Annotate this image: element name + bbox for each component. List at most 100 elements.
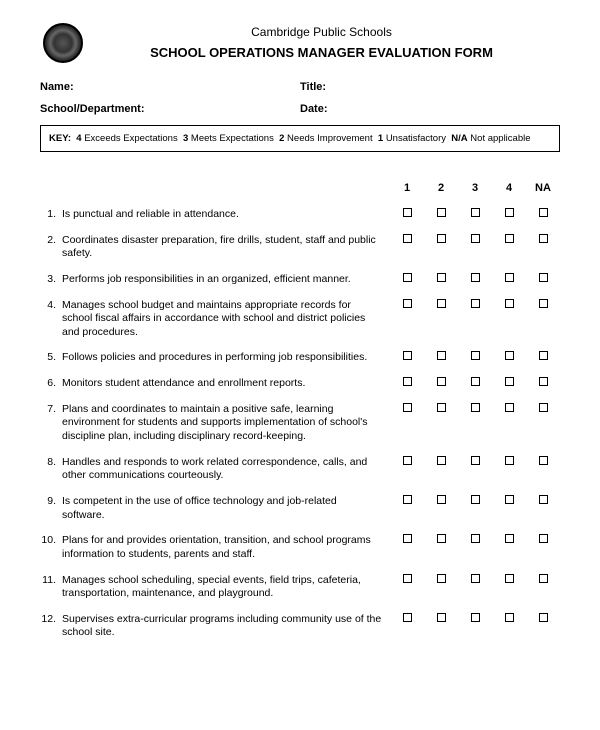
checkbox-cell <box>458 202 492 228</box>
checkbox[interactable] <box>539 495 548 504</box>
checkbox[interactable] <box>437 574 446 583</box>
key-label: KEY: <box>49 133 71 144</box>
checkbox[interactable] <box>403 534 412 543</box>
col-na: NA <box>526 178 560 202</box>
checkbox[interactable] <box>403 456 412 465</box>
checkbox-cell <box>458 293 492 346</box>
checkbox[interactable] <box>539 456 548 465</box>
checkbox[interactable] <box>505 208 514 217</box>
checkbox[interactable] <box>437 613 446 622</box>
checkbox[interactable] <box>437 456 446 465</box>
checkbox[interactable] <box>403 234 412 243</box>
checkbox-cell <box>424 293 458 346</box>
checkbox[interactable] <box>505 534 514 543</box>
item-text: Handles and responds to work related cor… <box>60 450 390 489</box>
checkbox-cell <box>492 228 526 267</box>
checkbox-cell <box>424 202 458 228</box>
checkbox[interactable] <box>471 273 480 282</box>
checkbox[interactable] <box>437 403 446 412</box>
col-2: 2 <box>424 178 458 202</box>
table-row: 3.Performs job responsibilities in an or… <box>40 267 560 293</box>
checkbox-cell <box>390 371 424 397</box>
evaluation-table: 1 2 3 4 NA 1.Is punctual and reliable in… <box>40 178 560 646</box>
checkbox[interactable] <box>505 351 514 360</box>
checkbox[interactable] <box>471 299 480 308</box>
checkbox-cell <box>390 202 424 228</box>
checkbox[interactable] <box>403 377 412 386</box>
checkbox[interactable] <box>471 456 480 465</box>
checkbox-cell <box>424 568 458 607</box>
checkbox[interactable] <box>505 613 514 622</box>
key-2-text: Needs Improvement <box>287 133 373 144</box>
checkbox-cell <box>390 450 424 489</box>
form-fields: Name: Title: School/Department: Date: <box>40 81 560 115</box>
checkbox[interactable] <box>403 351 412 360</box>
checkbox-cell <box>458 228 492 267</box>
checkbox[interactable] <box>471 495 480 504</box>
checkbox[interactable] <box>539 574 548 583</box>
checkbox[interactable] <box>505 273 514 282</box>
checkbox[interactable] <box>437 234 446 243</box>
item-text: Is punctual and reliable in attendance. <box>60 202 390 228</box>
item-number: 6. <box>40 371 60 397</box>
checkbox[interactable] <box>471 208 480 217</box>
checkbox[interactable] <box>505 495 514 504</box>
checkbox[interactable] <box>437 299 446 308</box>
checkbox[interactable] <box>471 351 480 360</box>
col-4: 4 <box>492 178 526 202</box>
name-label: Name: <box>40 81 300 93</box>
checkbox[interactable] <box>539 534 548 543</box>
checkbox[interactable] <box>505 234 514 243</box>
key-4: 4 <box>76 133 81 144</box>
checkbox-cell <box>390 489 424 528</box>
checkbox[interactable] <box>539 273 548 282</box>
checkbox-cell <box>526 397 560 450</box>
checkbox[interactable] <box>437 377 446 386</box>
checkbox[interactable] <box>505 456 514 465</box>
checkbox[interactable] <box>539 234 548 243</box>
checkbox[interactable] <box>403 495 412 504</box>
checkbox[interactable] <box>437 495 446 504</box>
item-text: Is competent in the use of office techno… <box>60 489 390 528</box>
key-2: 2 <box>279 133 284 144</box>
checkbox-cell <box>458 371 492 397</box>
checkbox[interactable] <box>471 377 480 386</box>
checkbox[interactable] <box>437 351 446 360</box>
checkbox[interactable] <box>539 403 548 412</box>
checkbox-cell <box>424 371 458 397</box>
organization-name: Cambridge Public Schools <box>83 25 560 39</box>
checkbox[interactable] <box>403 403 412 412</box>
checkbox[interactable] <box>403 299 412 308</box>
checkbox[interactable] <box>403 613 412 622</box>
checkbox[interactable] <box>403 273 412 282</box>
checkbox[interactable] <box>403 208 412 217</box>
col-1: 1 <box>390 178 424 202</box>
checkbox[interactable] <box>471 403 480 412</box>
checkbox[interactable] <box>471 234 480 243</box>
checkbox[interactable] <box>471 534 480 543</box>
checkbox[interactable] <box>539 613 548 622</box>
checkbox[interactable] <box>505 299 514 308</box>
item-text: Coordinates disaster preparation, fire d… <box>60 228 390 267</box>
checkbox[interactable] <box>539 377 548 386</box>
checkbox[interactable] <box>505 377 514 386</box>
checkbox[interactable] <box>471 613 480 622</box>
checkbox-cell <box>390 293 424 346</box>
checkbox[interactable] <box>437 273 446 282</box>
checkbox[interactable] <box>403 574 412 583</box>
checkbox-cell <box>526 293 560 346</box>
checkbox[interactable] <box>437 208 446 217</box>
checkbox[interactable] <box>437 534 446 543</box>
checkbox-cell <box>492 568 526 607</box>
checkbox[interactable] <box>539 351 548 360</box>
table-row: 4.Manages school budget and maintains ap… <box>40 293 560 346</box>
checkbox[interactable] <box>539 299 548 308</box>
checkbox[interactable] <box>539 208 548 217</box>
checkbox[interactable] <box>505 574 514 583</box>
checkbox-cell <box>390 528 424 567</box>
item-text: Manages school scheduling, special event… <box>60 568 390 607</box>
checkbox[interactable] <box>505 403 514 412</box>
checkbox[interactable] <box>471 574 480 583</box>
checkbox-cell <box>424 607 458 646</box>
checkbox-cell <box>424 345 458 371</box>
